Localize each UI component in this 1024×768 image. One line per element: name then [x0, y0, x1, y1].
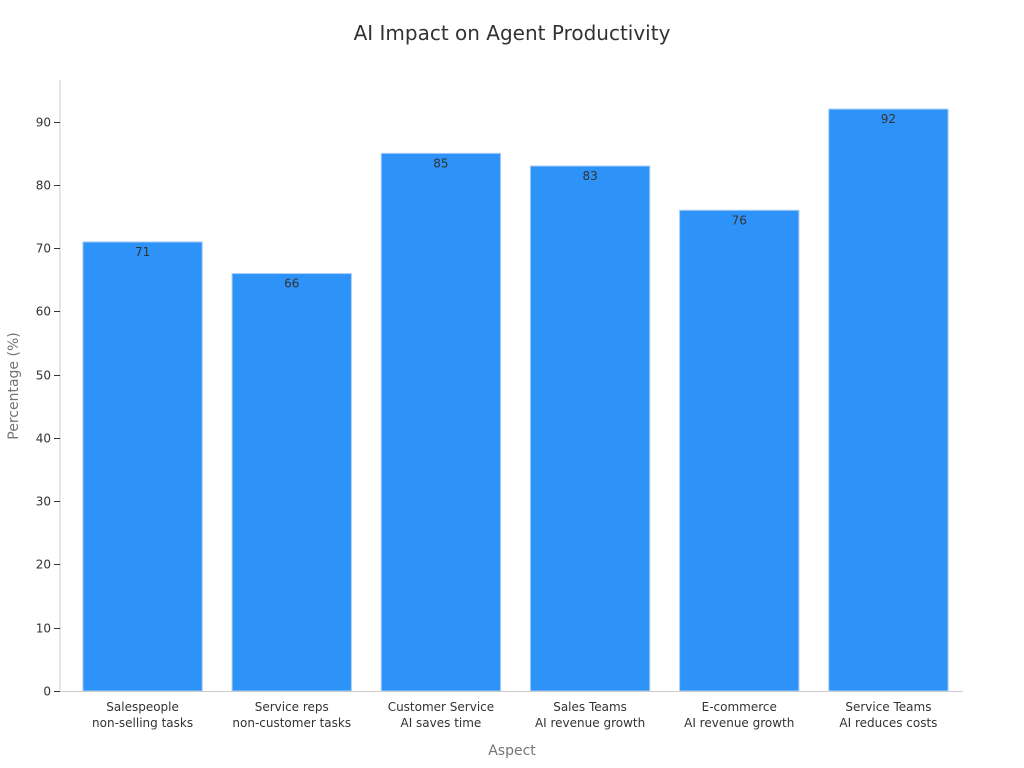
- x-tick-label-line: Customer Service: [388, 700, 494, 714]
- x-tick-label-line: E-commerce: [702, 700, 777, 714]
- x-tick-label: Service Teams AI reduces costs: [839, 700, 937, 730]
- y-tick-label: 30: [36, 495, 51, 509]
- bar: [679, 209, 800, 692]
- x-tick-label: Salespeople non-selling tasks: [92, 700, 193, 730]
- x-tick-label-line: AI revenue growth: [535, 716, 645, 730]
- y-tick-label: 0: [43, 685, 51, 699]
- bar: [231, 273, 352, 692]
- x-tick-label: Customer Service AI saves time: [388, 700, 494, 730]
- bar: [529, 165, 651, 692]
- chart-title: AI Impact on Agent Productivity: [354, 21, 671, 45]
- bar: [380, 152, 502, 692]
- y-tick-label: 80: [36, 179, 51, 193]
- y-tick-label: 90: [36, 116, 51, 130]
- x-tick-label-line: non-selling tasks: [92, 716, 193, 730]
- data-label: 71: [135, 245, 150, 259]
- data-label: 92: [881, 112, 896, 126]
- x-tick-label-line: Service Teams: [845, 700, 931, 714]
- x-tick-label-line: non-customer tasks: [232, 716, 351, 730]
- y-axis: 0 10 20 30 40 50 60 70 80 90: [36, 80, 61, 699]
- data-label: 85: [433, 156, 448, 170]
- y-tick-label: 70: [36, 242, 51, 256]
- x-tick-label-line: Salespeople: [106, 700, 179, 714]
- y-tick-label: 10: [36, 622, 51, 636]
- x-tick-label: Service reps non-customer tasks: [232, 700, 351, 730]
- bar: [828, 108, 949, 692]
- data-label: 83: [582, 169, 597, 183]
- x-tick-label-line: AI reduces costs: [839, 716, 937, 730]
- data-label: 76: [732, 213, 747, 227]
- x-tick-label-line: Sales Teams: [553, 700, 627, 714]
- x-tick-label: Sales Teams AI revenue growth: [535, 700, 645, 730]
- x-tick-label-line: Service reps: [255, 700, 329, 714]
- y-tick-label: 50: [36, 369, 51, 383]
- y-tick-label: 60: [36, 305, 51, 319]
- data-label: 66: [284, 277, 299, 291]
- bar: [82, 241, 203, 692]
- y-axis-title: Percentage (%): [6, 332, 22, 439]
- x-tick-label: E-commerce AI revenue growth: [684, 700, 794, 730]
- x-axis-title: Aspect: [488, 743, 536, 759]
- x-axis: Salespeople non-selling tasks Service reps…: [60, 691, 963, 730]
- bars-group: 71 66 85 83 76 92: [82, 108, 949, 692]
- x-tick-label-line: AI saves time: [400, 716, 481, 730]
- x-tick-label-line: AI revenue growth: [684, 716, 794, 730]
- y-tick-label: 40: [36, 432, 51, 446]
- y-tick-label: 20: [36, 558, 51, 572]
